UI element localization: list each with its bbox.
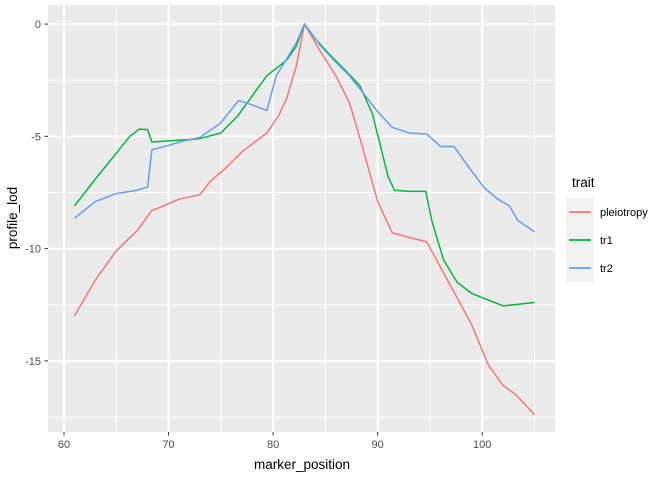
x-axis-title: marker_position: [254, 457, 350, 472]
data-series-group: [73, 23, 536, 416]
x-tick-label: 60: [58, 439, 70, 451]
legend-entry-tr1[interactable]: tr1: [566, 226, 613, 254]
legend: trait pleiotropy tr1 tr2: [566, 175, 648, 282]
legend-entry-label: pleiotropy: [600, 207, 648, 219]
axis-ticks: [44, 23, 483, 436]
y-tick-label: -5: [31, 131, 41, 143]
y-axis-title: profile_lod: [5, 187, 20, 249]
y-tick-label: -15: [25, 356, 41, 368]
legend-entries: pleiotropy tr1 tr2: [566, 198, 648, 282]
legend-title: trait: [572, 175, 595, 190]
x-tick-label: 90: [372, 439, 384, 451]
grid-lines: [48, 5, 555, 432]
legend-entry-label: tr1: [600, 235, 613, 247]
legend-entry-tr2[interactable]: tr2: [566, 254, 613, 282]
y-tick-label: 0: [35, 19, 41, 31]
legend-entry-pleiotropy[interactable]: pleiotropy: [566, 198, 648, 226]
plot-panel: [48, 5, 555, 432]
x-tick-label: 100: [473, 439, 491, 451]
x-tick-label: 80: [267, 439, 279, 451]
axis-tick-labels: 60 70 80 90 100 0 -5 -10 -15: [25, 19, 491, 451]
x-tick-label: 70: [162, 439, 174, 451]
legend-entry-label: tr2: [600, 263, 613, 275]
series-line-tr2: [73, 23, 535, 233]
y-tick-label: -10: [25, 244, 41, 256]
